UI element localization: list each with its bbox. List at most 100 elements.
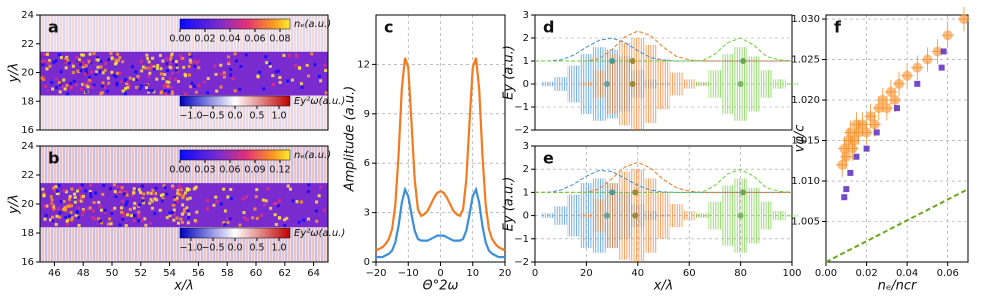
density-speckle — [168, 211, 172, 215]
panel-label: f — [834, 18, 842, 37]
density-speckle — [263, 203, 267, 207]
density-speckle — [163, 72, 167, 76]
density-speckle — [173, 77, 177, 81]
colorbar-tick-label: 1.0 — [271, 243, 286, 254]
density-speckle — [187, 187, 191, 191]
density-speckle — [214, 72, 218, 76]
density-speckle — [122, 190, 126, 194]
density-speckle — [51, 204, 55, 208]
density-speckle — [137, 203, 141, 207]
density-speckle — [226, 220, 230, 224]
density-speckle — [112, 183, 116, 187]
field-amplitude — [554, 206, 568, 225]
field-amplitude — [592, 70, 606, 98]
density-speckle — [134, 70, 138, 74]
density-speckle — [149, 67, 153, 71]
axes-frame — [534, 145, 793, 263]
y-tick-label: 3 — [523, 10, 529, 21]
scatter-point — [873, 103, 884, 114]
density-speckle — [89, 192, 93, 196]
density-speckle — [231, 77, 235, 81]
density-speckle — [159, 72, 163, 76]
density-speckle — [307, 217, 311, 221]
density-speckle — [44, 84, 48, 88]
density-speckle — [81, 61, 85, 65]
density-speckle — [71, 71, 75, 75]
colorbar-label: nₑ(a.u.) — [294, 19, 331, 30]
density-speckle — [147, 74, 151, 78]
density-speckle — [319, 79, 323, 83]
density-speckle — [169, 54, 173, 58]
field-amplitude — [747, 56, 760, 112]
y-axis-label: y/λ — [7, 63, 22, 84]
density-speckle — [49, 195, 53, 199]
density-speckle — [128, 76, 132, 80]
density-speckle — [194, 185, 198, 189]
density-speckle — [305, 63, 309, 67]
density-speckle — [205, 199, 209, 203]
density-speckle — [167, 89, 171, 93]
density-speckle — [187, 216, 191, 220]
density-speckle — [170, 92, 174, 96]
density-speckle — [114, 195, 118, 199]
density-speckle — [152, 67, 156, 71]
x-tick-label: 0.06 — [937, 268, 959, 279]
density-speckle — [294, 64, 298, 68]
density-speckle — [178, 53, 182, 57]
y-tick-label: 3 — [364, 208, 370, 219]
density-speckle — [243, 216, 247, 220]
density-speckle — [165, 69, 169, 73]
density-speckle — [251, 216, 255, 220]
density-speckle — [253, 207, 257, 211]
field-amplitude — [567, 194, 580, 237]
density-speckle — [205, 207, 209, 211]
colorbar-tick-label: 0.12 — [269, 165, 290, 176]
density-speckle — [158, 208, 162, 212]
density-speckle — [241, 197, 245, 201]
y-tick-label: 0 — [364, 257, 370, 268]
density-speckle — [64, 208, 68, 212]
y-axis-label: y/λ — [7, 194, 22, 215]
density-speckle — [64, 57, 68, 61]
y-tick-label: 1 — [523, 187, 529, 198]
density-speckle — [113, 190, 117, 194]
density-speckle — [78, 186, 82, 190]
x-axis-label: nₑ/ncr — [878, 279, 918, 294]
density-speckle — [103, 68, 107, 72]
density-speckle — [222, 75, 226, 79]
density-speckle — [264, 199, 268, 203]
density-speckle — [64, 205, 68, 209]
density-speckle — [259, 213, 263, 217]
density-speckle — [58, 215, 62, 219]
density-speckle — [172, 208, 176, 212]
density-speckle — [219, 202, 223, 206]
x-tick-label: 58 — [221, 268, 234, 279]
density-speckle — [115, 83, 119, 87]
density-speckle — [262, 87, 266, 91]
scatter-point — [841, 194, 848, 201]
density-speckle — [54, 77, 58, 81]
colorbar-tick-label: 0.06 — [244, 34, 265, 45]
x-axis-label: Θ°2ω — [423, 279, 459, 294]
density-speckle — [172, 212, 176, 216]
density-speckle — [146, 191, 150, 195]
density-speckle — [42, 194, 46, 198]
density-speckle — [244, 195, 248, 199]
density-speckle — [323, 63, 327, 67]
density-speckle — [62, 188, 66, 192]
density-speckle — [94, 72, 98, 76]
density-speckle — [80, 53, 84, 57]
density-speckle — [223, 209, 227, 213]
density-speckle — [193, 59, 197, 63]
density-speckle — [57, 53, 61, 57]
y-tick-label: 1.025 — [791, 55, 820, 66]
density-speckle — [172, 203, 176, 207]
density-speckle — [42, 76, 46, 80]
x-tick-label: 64 — [307, 268, 320, 279]
density-speckle — [164, 92, 168, 96]
density-speckle — [66, 59, 70, 63]
panel-label: b — [48, 149, 59, 168]
density-speckle — [106, 76, 110, 80]
density-speckle — [145, 84, 149, 88]
density-speckle — [151, 188, 155, 192]
